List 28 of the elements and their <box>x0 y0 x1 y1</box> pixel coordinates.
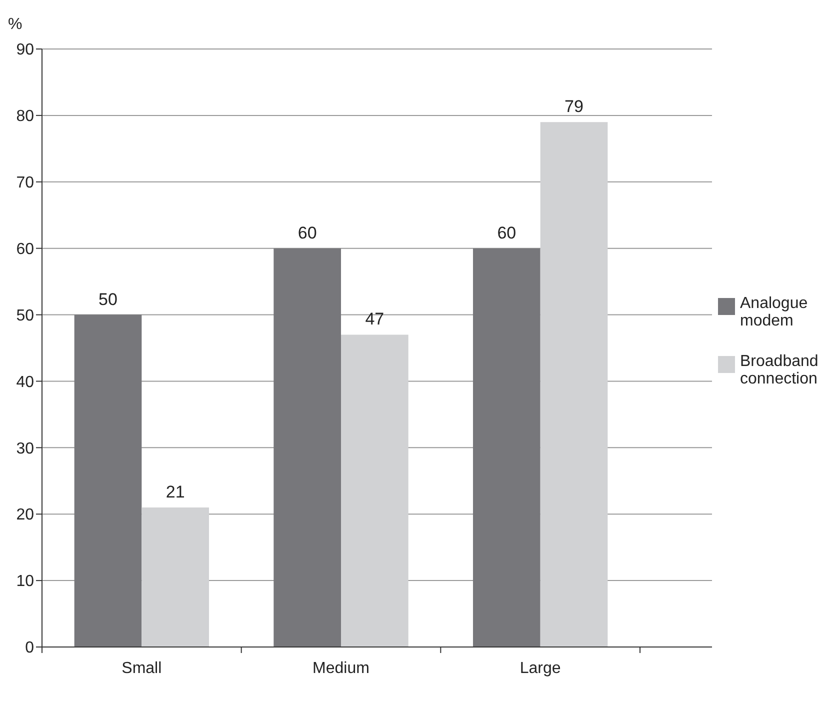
data-label: 79 <box>564 97 584 116</box>
data-label: 60 <box>298 223 317 242</box>
y-tick-label: 60 <box>16 240 34 258</box>
x-tick-label: Medium <box>312 660 370 677</box>
y-tick-label: 90 <box>16 42 34 59</box>
bar <box>142 507 210 647</box>
y-tick-label: 40 <box>16 374 34 391</box>
data-label: 21 <box>166 482 185 502</box>
bar <box>274 248 341 647</box>
y-tick-label: 30 <box>16 440 34 458</box>
x-tick-label: Small <box>122 660 162 677</box>
bar <box>341 334 408 647</box>
bar <box>540 122 608 647</box>
y-tick-label: 70 <box>16 174 34 192</box>
y-tick-label: 20 <box>16 506 34 524</box>
data-label: 60 <box>497 223 516 242</box>
data-label: 50 <box>98 290 118 309</box>
legend-label: Broadband connection <box>740 353 818 388</box>
y-tick-label: 80 <box>16 108 34 126</box>
y-tick-label: 0 <box>25 640 34 657</box>
y-axis-title: % <box>8 16 22 33</box>
x-tick-label: Large <box>520 660 561 677</box>
bar <box>472 248 540 647</box>
data-label: 47 <box>365 310 384 329</box>
legend-label: Analogue modem <box>740 295 808 330</box>
y-tick-label: 10 <box>16 573 34 590</box>
bar <box>74 314 142 647</box>
y-tick-label: 50 <box>16 307 34 324</box>
